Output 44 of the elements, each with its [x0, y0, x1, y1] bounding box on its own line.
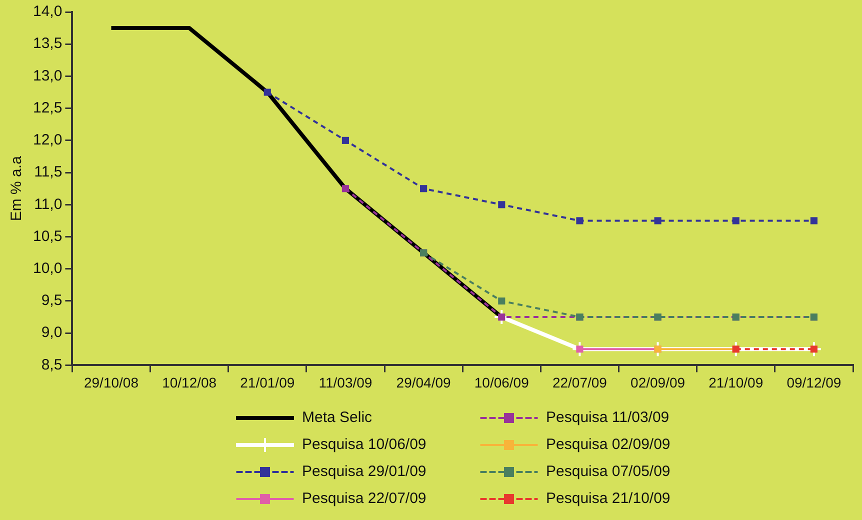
y-tick-label: 11,0: [34, 196, 62, 213]
point: [498, 297, 506, 305]
y-tick-label: 8,5: [41, 356, 62, 374]
legend-label: Pesquisa 02/09/09: [546, 436, 670, 453]
y-tick-label: 13,5: [32, 35, 62, 52]
point: [732, 217, 740, 224]
y-tick-label: 14,0: [32, 3, 62, 20]
point: [342, 185, 350, 192]
legend-label: Pesquisa 29/01/09: [302, 463, 426, 480]
x-tick-label: 29/10/08: [84, 374, 139, 390]
x-tick-label: 21/01/09: [240, 374, 295, 390]
y-tick-label: 12,0: [32, 132, 62, 149]
x-tick-label: 10/12/08: [162, 374, 217, 390]
y-tick-label: 13,0: [32, 67, 62, 84]
x-tick-label: 29/04/09: [396, 374, 452, 390]
point: [264, 88, 271, 96]
point: [342, 136, 350, 144]
legend-label: Meta Selic: [302, 409, 372, 426]
y-tick-label: 11,5: [34, 164, 62, 181]
legend-label: Pesquisa 10/06/09: [302, 436, 426, 453]
legend-label: Pesquisa 22/07/09: [302, 490, 426, 507]
legend-label: Pesquisa 07/05/09: [546, 463, 670, 480]
x-tick-label: 21/10/09: [708, 374, 764, 390]
y-tick-label: 10,5: [32, 228, 62, 245]
y-tick-label: 9,5: [41, 292, 62, 310]
x-tick-label: 22/07/09: [552, 374, 608, 390]
point: [810, 346, 818, 353]
y-axis-title: Em % a.a: [8, 155, 26, 222]
x-tick-label: 10/06/09: [474, 374, 530, 390]
point: [498, 201, 506, 208]
point: [420, 185, 428, 192]
legend-label: Pesquisa 21/10/09: [546, 490, 670, 507]
x-tick-label: 02/09/09: [630, 374, 686, 390]
point: [576, 217, 584, 224]
y-tick-label: 12,5: [32, 99, 62, 116]
y-tick-label: 9,0: [41, 324, 62, 342]
point: [498, 314, 506, 321]
point: [810, 217, 818, 224]
x-tick-label: 09/12/09: [786, 374, 842, 390]
legend-label: Pesquisa 11/03/09: [546, 409, 670, 426]
point: [576, 346, 584, 353]
x-tick-label: 11/03/09: [318, 374, 372, 390]
point: [654, 217, 662, 224]
y-tick-label: 10,0: [32, 260, 62, 278]
